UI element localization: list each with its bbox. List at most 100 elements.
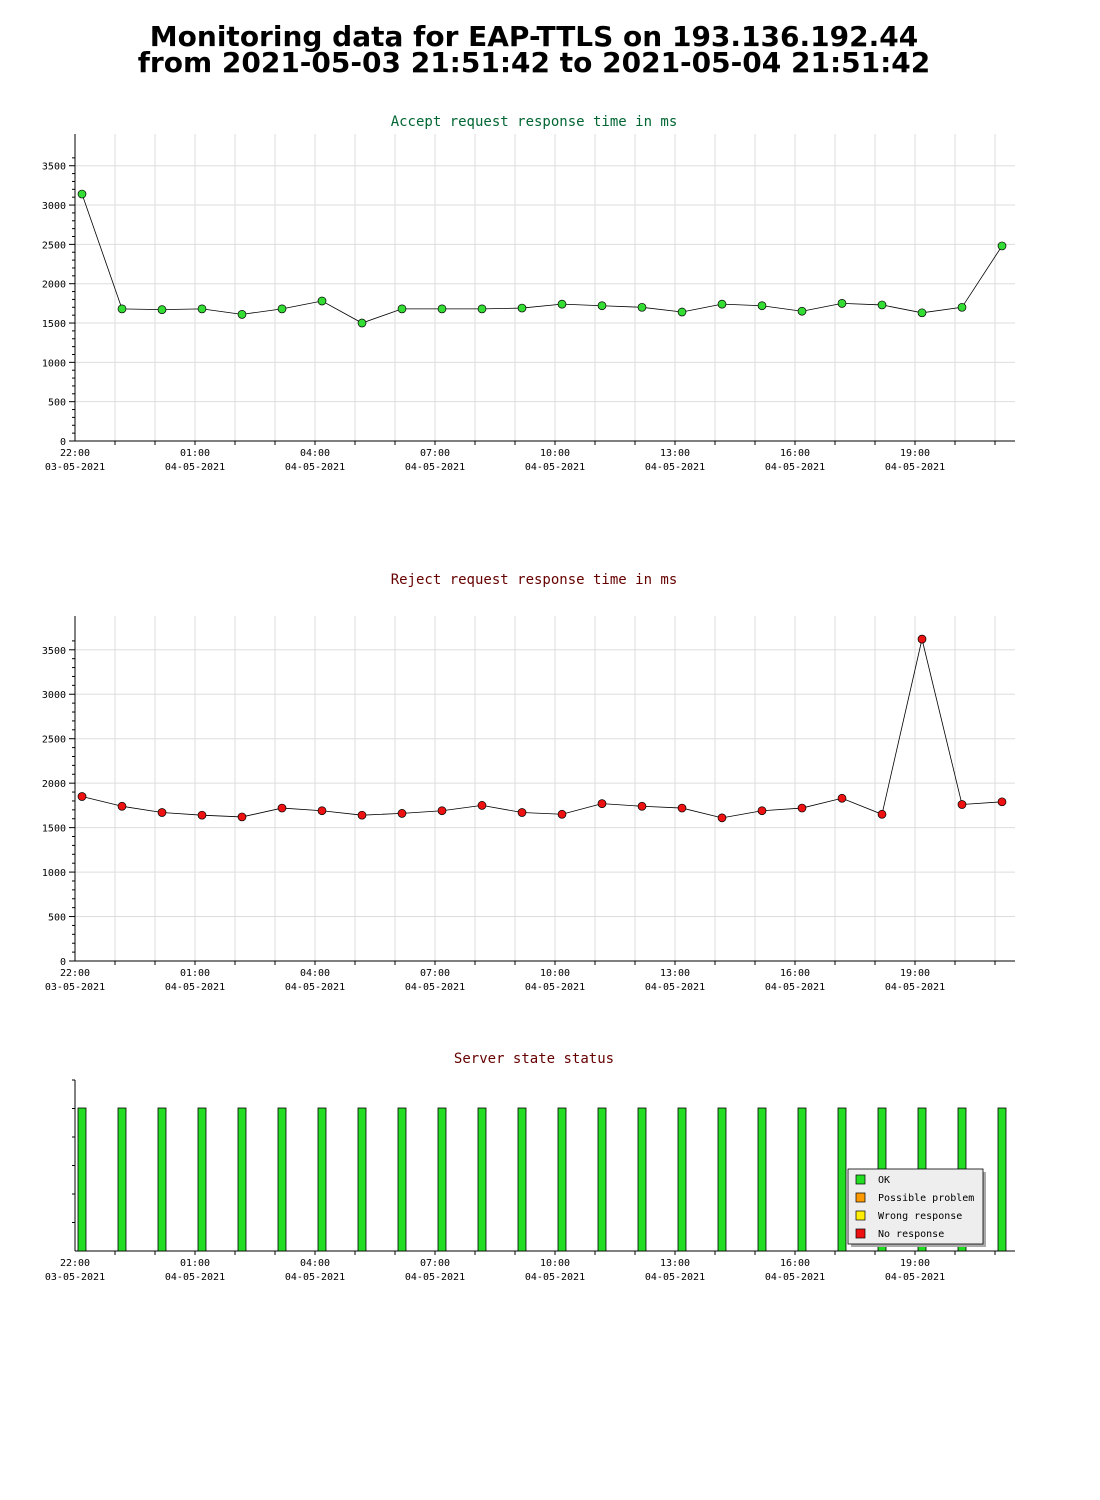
status-bar [277, 1107, 287, 1252]
data-point [157, 808, 167, 817]
legend-swatch [855, 1228, 866, 1239]
x-tick-time-label: 13:00 [660, 1258, 690, 1269]
y-tick-label: 3000 [42, 201, 66, 212]
data-point [117, 304, 127, 314]
x-tick-date-label: 04-05-2021 [645, 982, 705, 993]
data-point [397, 304, 407, 314]
status-bar [677, 1107, 687, 1252]
status-bar [117, 1107, 127, 1252]
data-point [517, 303, 527, 313]
data-point [677, 307, 687, 317]
x-tick-date-label: 03-05-2021 [45, 1272, 105, 1283]
page-title-line-2: from 2021-05-03 21:51:42 to 2021-05-04 2… [137, 46, 931, 79]
status-bar [717, 1107, 727, 1252]
data-point [797, 306, 807, 316]
y-tick-label: 500 [48, 398, 66, 409]
x-tick-date-label: 04-05-2021 [165, 1272, 225, 1283]
x-tick-time-label: 04:00 [300, 1258, 330, 1269]
legend [847, 1168, 984, 1245]
x-tick-date-label: 04-05-2021 [525, 982, 585, 993]
legend-swatch [855, 1192, 866, 1203]
x-tick-date-label: 04-05-2021 [645, 1272, 705, 1283]
x-tick-date-label: 04-05-2021 [285, 1272, 345, 1283]
x-tick-date-label: 04-05-2021 [885, 462, 945, 473]
data-point [277, 304, 287, 314]
data-point [677, 803, 687, 813]
x-tick-time-label: 16:00 [780, 968, 810, 979]
x-tick-date-label: 04-05-2021 [405, 1272, 465, 1283]
y-tick-label: 1000 [42, 358, 66, 369]
data-point [277, 803, 287, 813]
x-tick-date-label: 04-05-2021 [285, 982, 345, 993]
data-point [477, 801, 487, 810]
status-bar [157, 1107, 167, 1252]
x-tick-time-label: 16:00 [780, 448, 810, 459]
x-tick-time-label: 01:00 [180, 968, 210, 979]
y-tick-label: 2500 [42, 240, 66, 251]
data-point [197, 304, 207, 314]
chart-title: Server state status [454, 1051, 614, 1067]
server-status-chart: Server state status 22:00 03-05-2021 01:00 0… [45, 1051, 1015, 1283]
x-tick-time-label: 10:00 [540, 1258, 570, 1269]
data-point [477, 304, 487, 314]
y-tick-label: 1500 [42, 319, 66, 330]
x-tick-date-label: 04-05-2021 [525, 462, 585, 473]
x-tick-time-label: 07:00 [420, 968, 450, 979]
data-point [437, 304, 447, 314]
chart-title: Reject request response time in ms [391, 572, 678, 588]
status-bar [317, 1107, 327, 1252]
y-tick-label: 0 [60, 957, 66, 968]
y-tick-label: 3000 [42, 690, 66, 701]
data-point [317, 806, 327, 816]
x-tick-time-label: 07:00 [420, 448, 450, 459]
x-tick-time-label: 10:00 [540, 968, 570, 979]
data-point [237, 812, 247, 822]
status-bar [797, 1107, 807, 1252]
reject-response-chart: Reject request response time in ms 0 500 10… [42, 572, 1015, 993]
data-point [637, 801, 647, 811]
x-tick-date-label: 04-05-2021 [765, 982, 825, 993]
data-point [77, 792, 87, 801]
x-tick-time-label: 13:00 [660, 968, 690, 979]
x-tick-date-label: 04-05-2021 [405, 462, 465, 473]
data-point [837, 299, 847, 308]
y-tick-label: 1000 [42, 868, 66, 879]
x-tick-time-label: 13:00 [660, 448, 690, 459]
x-tick-time-label: 19:00 [900, 448, 930, 459]
y-tick-label: 2500 [42, 735, 66, 746]
x-tick-time-label: 07:00 [420, 1258, 450, 1269]
data-point [397, 809, 407, 818]
x-tick-time-label: 04:00 [300, 448, 330, 459]
legend-label: Wrong response [878, 1211, 962, 1222]
x-tick-date-label: 04-05-2021 [645, 462, 705, 473]
data-point [637, 302, 647, 312]
data-point [437, 806, 447, 816]
x-tick-time-label: 16:00 [780, 1258, 810, 1269]
page-title-line-1: Monitoring data for EAP-TTLS on 193.136.… [149, 20, 919, 53]
x-tick-date-label: 03-05-2021 [45, 982, 105, 993]
accept-response-chart: Accept request response time in ms 0 500 10… [42, 114, 1015, 473]
data-point [317, 296, 327, 306]
x-tick-date-label: 04-05-2021 [285, 462, 345, 473]
x-tick-time-label: 19:00 [900, 968, 930, 979]
status-bar [997, 1107, 1007, 1252]
status-bar [597, 1107, 607, 1252]
status-bar [557, 1107, 567, 1252]
x-tick-time-label: 22:00 [60, 1258, 90, 1269]
x-tick-date-label: 04-05-2021 [765, 1272, 825, 1283]
data-point [717, 813, 727, 823]
series-line [81, 639, 1003, 819]
data-point [197, 810, 207, 820]
x-tick-time-label: 01:00 [180, 448, 210, 459]
status-bar [77, 1107, 87, 1252]
y-tick-label: 1500 [42, 824, 66, 835]
data-point [917, 308, 927, 318]
legend-label: No response [878, 1229, 944, 1240]
x-tick-time-label: 01:00 [180, 1258, 210, 1269]
x-tick-time-label: 22:00 [60, 968, 90, 979]
data-point [597, 799, 607, 808]
series-line [81, 193, 1003, 324]
y-tick-label: 500 [48, 913, 66, 924]
data-point [797, 803, 807, 813]
legend-label: OK [878, 1175, 890, 1186]
